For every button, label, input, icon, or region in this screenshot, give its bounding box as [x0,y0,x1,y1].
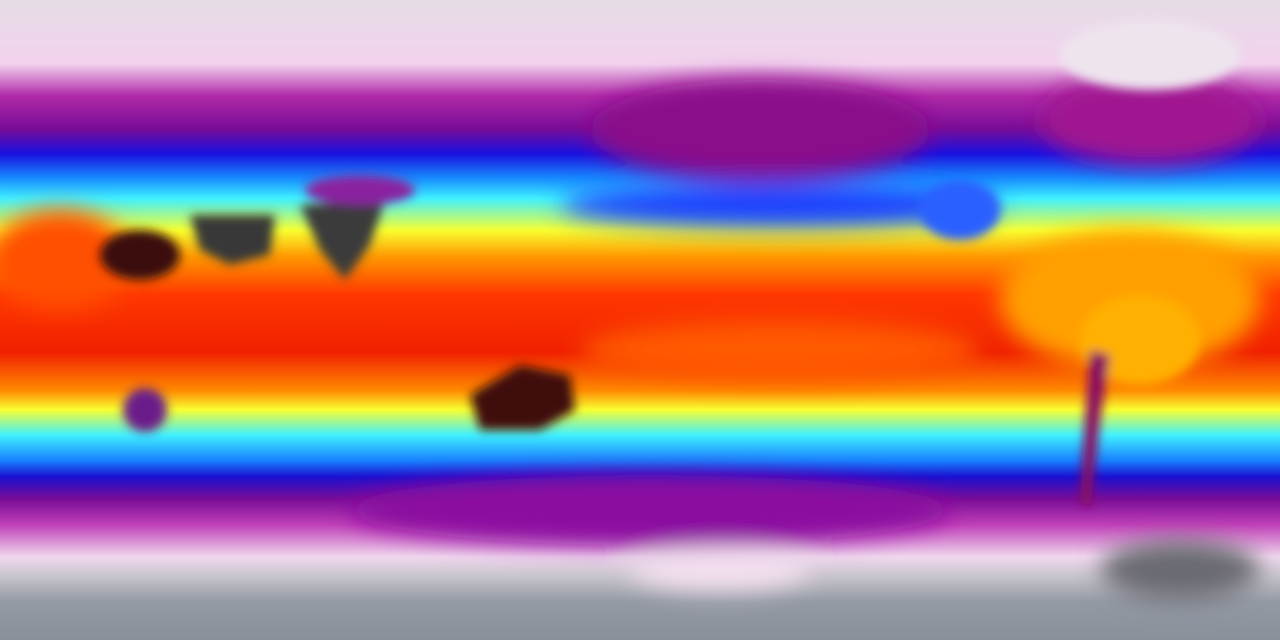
tibet-region [305,175,415,205]
land-hotspots [100,20,1240,510]
regional-anomalies [0,75,1260,600]
sahara-region [100,230,180,280]
southern-africa-region [123,388,167,432]
india-region [300,200,385,280]
south-america-region [1080,295,1200,385]
andes-region [1080,350,1110,510]
greenland-region [1060,20,1240,90]
arabia-region [190,215,275,265]
north-america-region [920,180,1000,240]
australia-region [470,365,575,430]
